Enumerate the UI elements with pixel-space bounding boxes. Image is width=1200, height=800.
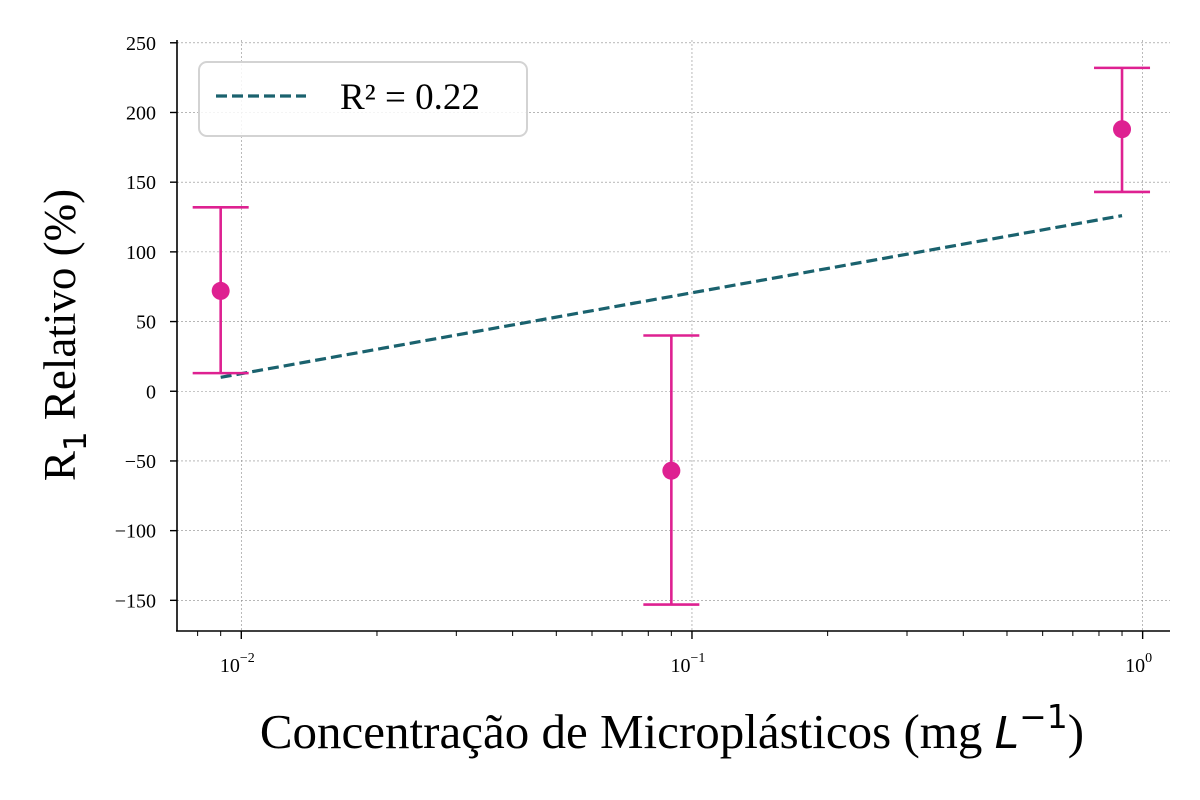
y-tick-label: 200 xyxy=(126,102,156,124)
data-point-group xyxy=(192,205,249,375)
data-point-group xyxy=(1094,66,1151,194)
y-tick-label: −50 xyxy=(125,451,156,473)
data-point-group xyxy=(643,334,700,606)
y-tick-label: 0 xyxy=(146,381,156,403)
grid-lines xyxy=(177,40,1170,631)
y-tick-label: −100 xyxy=(115,521,156,543)
y-tick-label: 50 xyxy=(136,312,156,334)
y-axis-label-main: R xyxy=(35,451,85,481)
legend: R² = 0.22 xyxy=(198,61,528,137)
x-axis-label-close: ) xyxy=(1068,704,1084,759)
x-tick-label: 100 xyxy=(1125,651,1152,677)
legend-box xyxy=(198,61,528,137)
x-axis-label-math: L xyxy=(995,708,1020,759)
fit-line-layer xyxy=(220,214,1123,379)
y-axis-label: R1 Relativo (%) xyxy=(35,189,94,481)
data-points-layer xyxy=(192,66,1151,606)
y-tick-label: −150 xyxy=(115,590,156,612)
y-tick-label: 150 xyxy=(126,172,156,194)
x-tick-label: 10−1 xyxy=(671,651,706,677)
data-point xyxy=(211,281,230,300)
data-point xyxy=(662,461,681,480)
axes xyxy=(176,40,1170,632)
y-tick-label: 250 xyxy=(126,33,156,55)
x-axis-label-sup: −1 xyxy=(1019,697,1068,736)
x-tick-label: 10−2 xyxy=(220,651,255,677)
x-axis-label: Concentração de Microplásticos (mg L−1) xyxy=(260,697,1084,759)
y-axis-label-sub: 1 xyxy=(58,431,94,451)
y-tick-label: 100 xyxy=(126,242,156,264)
y-axis-label-rest: Relativo (%) xyxy=(35,189,85,431)
x-axis-label-main: Concentração de Microplásticos (mg xyxy=(260,704,995,759)
fit-line xyxy=(220,214,1123,379)
tick-marks: 250 200 150 100 50 0 −50 −100 −150 10−2 10−1 100 xyxy=(115,33,1152,677)
legend-fit-label: R² = 0.22 xyxy=(340,77,480,118)
data-point xyxy=(1113,120,1132,139)
